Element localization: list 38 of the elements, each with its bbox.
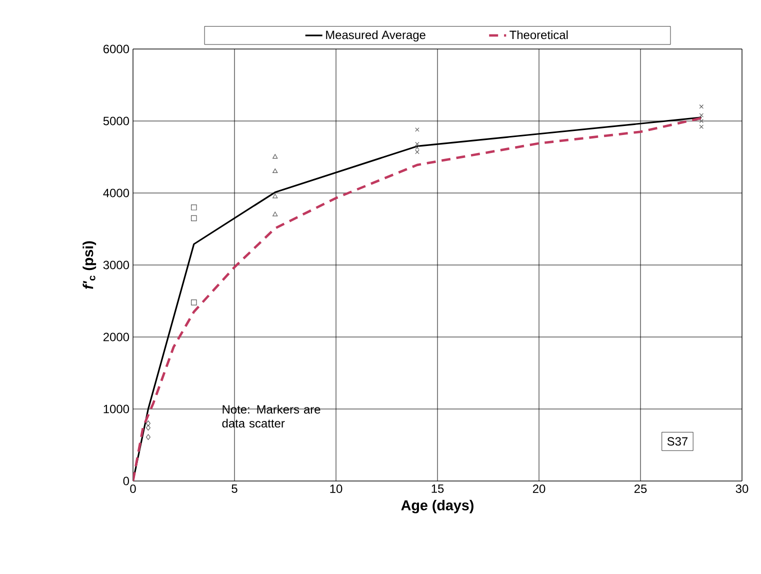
point — [415, 146, 420, 150]
point — [191, 300, 197, 306]
y-tick-label: 2000 — [103, 332, 130, 342]
point — [191, 215, 197, 222]
y-axis-title: f'$_{c}$ (psi) — [82, 241, 96, 289]
x-tick-label: 5 — [232, 484, 238, 493]
point — [272, 168, 278, 173]
legend-label: Measured Average — [326, 30, 426, 42]
y-tick-label: 4000 — [103, 188, 130, 198]
annotation: S37 — [667, 437, 688, 446]
x-tick-label: 10 — [330, 484, 342, 493]
x-tick-label: 0 — [130, 484, 136, 493]
point — [146, 434, 150, 440]
annotation: Note: Markers are data scatter — [222, 404, 320, 428]
x-tick-label: 30 — [736, 484, 748, 493]
point — [415, 128, 420, 132]
point — [272, 154, 278, 159]
x-tick-label: 20 — [532, 484, 546, 493]
point — [699, 124, 704, 129]
point — [146, 420, 150, 426]
point — [415, 150, 420, 154]
y-tick-label: 6000 — [103, 44, 130, 54]
point — [699, 113, 704, 118]
x-tick-label: 15 — [432, 484, 444, 493]
point — [272, 194, 278, 198]
point — [415, 142, 420, 146]
point — [191, 204, 197, 210]
y-tick-label: 0 — [123, 476, 130, 486]
legend-label: Theoretical — [510, 30, 568, 40]
x-axis-title: Age (days) — [401, 500, 474, 514]
y-tick-label: 3000 — [103, 260, 130, 270]
y-tick-label: 1000 — [104, 404, 130, 414]
point — [146, 424, 150, 431]
y-tick-label: 5000 — [103, 116, 130, 126]
point — [272, 212, 278, 216]
point — [699, 104, 704, 109]
x-tick-label: 25 — [634, 484, 647, 493]
point — [699, 118, 704, 124]
